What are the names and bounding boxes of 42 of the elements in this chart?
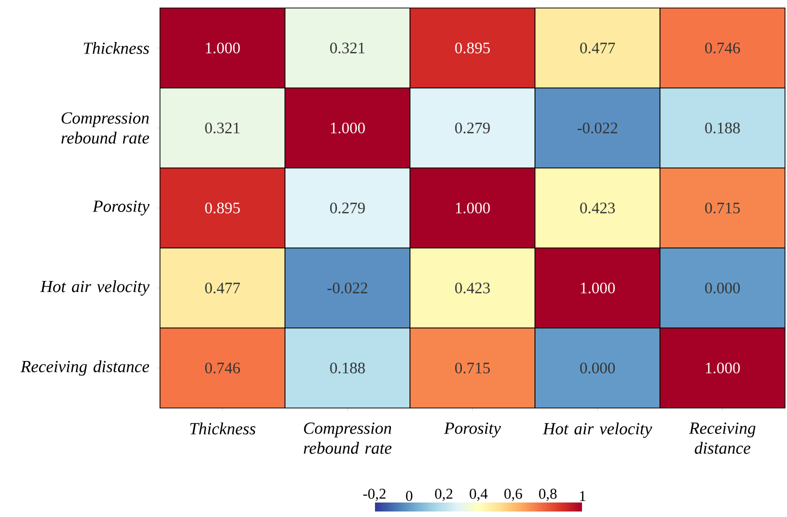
x-tick-label: Compression rebound rate <box>304 422 392 454</box>
data-label: 0.279 <box>455 122 490 134</box>
data-label: 0.000 <box>705 282 740 294</box>
data-label: 0.477 <box>580 42 615 54</box>
data-label: 1.000 <box>456 202 490 214</box>
data-label: 0.321 <box>205 122 240 134</box>
y-tick-label: Compression rebound rate <box>61 112 150 144</box>
data-label: 1.000 <box>580 282 615 294</box>
x-tick-label: Receiving distance <box>689 422 756 454</box>
y-tick-label: Porosity <box>92 200 150 216</box>
color-bar-label: -0,2 <box>363 488 386 501</box>
color-bar-label: 0,8 <box>539 488 557 501</box>
data-label: 0.895 <box>455 42 490 54</box>
x-tick-label: Thickness <box>190 422 256 434</box>
data-label: 0.895 <box>205 202 240 214</box>
data-label: 0.477 <box>205 282 240 294</box>
data-label: 0.423 <box>580 202 615 214</box>
y-tick-label: Hot air velocity <box>40 280 150 296</box>
color-bar-label: 1 <box>580 491 586 501</box>
color-bar-label: 0,4 <box>470 488 488 501</box>
y-tick-label: Thickness <box>84 42 149 54</box>
data-label: -0.022 <box>578 122 618 134</box>
color-bar-label: 0,2 <box>435 488 452 501</box>
data-label: 0.000 <box>580 362 615 374</box>
data-label: 1.000 <box>706 362 740 374</box>
x-tick-label: Hot air velocity <box>542 422 652 438</box>
data-label: -0.022 <box>328 282 368 294</box>
data-label: 0.279 <box>330 202 365 214</box>
data-label: 0.746 <box>705 42 740 54</box>
color-bar-label: 0 <box>406 490 412 501</box>
data-label: 0.715 <box>455 362 490 374</box>
data-label: 0.715 <box>705 202 740 214</box>
color-bar-label: 0,6 <box>504 488 522 501</box>
data-label: 0.746 <box>205 362 240 374</box>
data-label: 1.000 <box>206 42 240 54</box>
data-label: 0.423 <box>455 282 490 294</box>
data-label: 0.188 <box>330 362 365 374</box>
x-tick-label: Porosity <box>444 422 501 438</box>
data-label: 0.188 <box>705 122 740 134</box>
data-label: 0.321 <box>330 42 364 54</box>
y-tick-label: Receiving distance <box>20 360 150 376</box>
data-label: 1.000 <box>330 122 365 134</box>
